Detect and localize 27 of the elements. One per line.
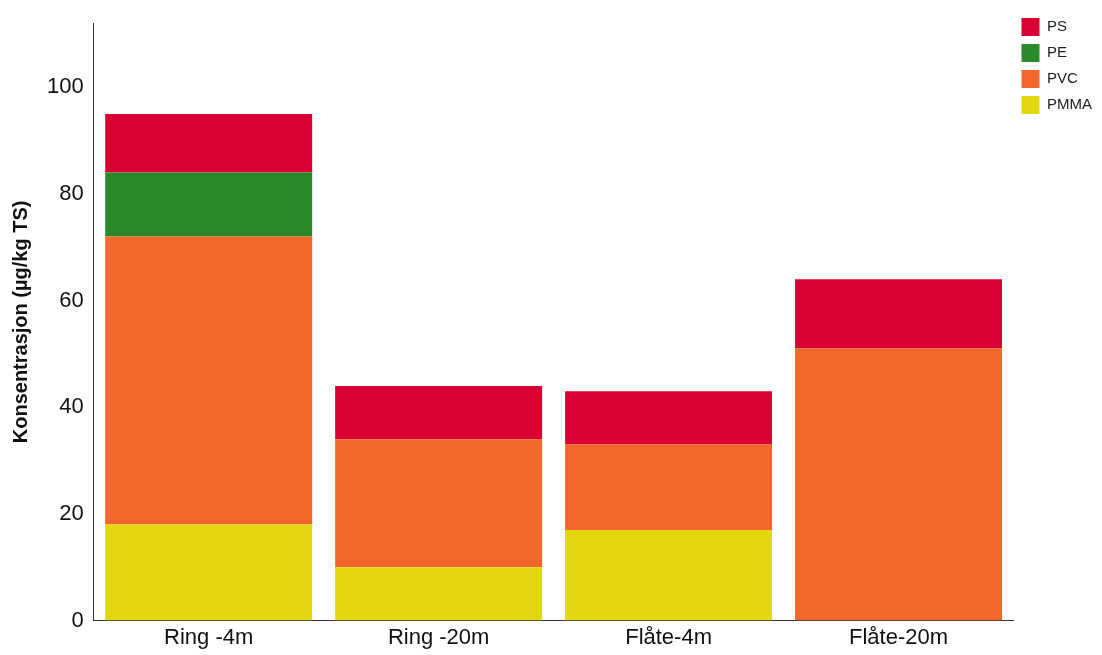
legend-label: PE: [1047, 43, 1068, 61]
bar: [565, 529, 773, 621]
bar: [105, 236, 313, 525]
x-tick-label: Ring -20m: [387, 623, 490, 649]
bar: [335, 439, 543, 568]
legend-label: PVC: [1047, 69, 1079, 87]
y-tick-label: 100: [46, 73, 84, 99]
y-tick-label: 60: [59, 286, 84, 312]
legend-label: PMMA: [1047, 95, 1092, 113]
bar: [565, 391, 773, 445]
y-tick-label: 0: [71, 606, 84, 632]
x-tick-label: Flåte-4m: [625, 623, 712, 649]
legend-label: PS: [1047, 17, 1068, 35]
bar: [795, 279, 1002, 349]
bar: [105, 172, 313, 237]
y-tick-label: 40: [59, 393, 84, 419]
bar: [105, 524, 313, 621]
x-tick-label: Ring -4m: [164, 623, 254, 649]
x-tick-label: Flåte-20m: [849, 623, 949, 649]
bar: [335, 567, 543, 621]
y-tick-label: 20: [59, 499, 84, 525]
bar: [565, 444, 773, 530]
y-tick-label: 80: [59, 179, 84, 205]
y-axis-title: Konsentrasjon (µg/kg TS): [8, 200, 31, 444]
bar: [795, 348, 1002, 621]
bar: [335, 385, 543, 440]
bar: [105, 113, 313, 173]
